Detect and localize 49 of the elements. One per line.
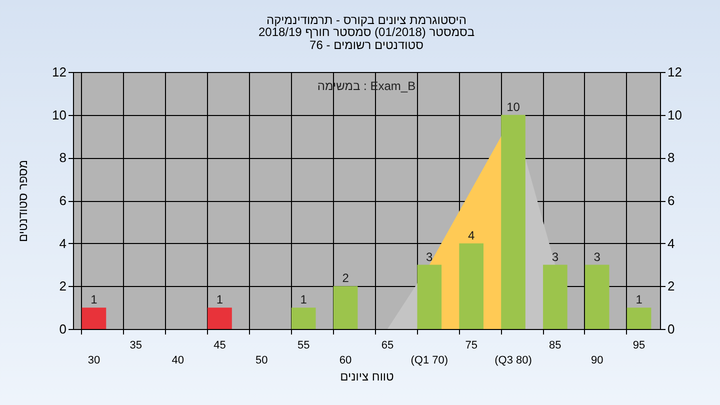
x-tick-label: 60: [339, 354, 352, 366]
y-tick-label: 8: [59, 150, 66, 166]
y-axis-title: מספר סטודנטים: [16, 160, 30, 242]
data-label: 1: [90, 292, 98, 307]
y2-tick-label: 2: [668, 278, 675, 294]
x-tick-label: 35: [130, 340, 142, 352]
chart-subtitle: בסמסטר (01/2018) סמסטר חורף 2018/19 סטודנטים רשומים - 76: [258, 25, 475, 52]
x-tick-label: 45: [214, 340, 226, 352]
data-label: 3: [426, 250, 434, 264]
x-tick-label: 50: [256, 354, 268, 366]
x-tick-label: 65: [381, 340, 394, 352]
y2-tick-label: 8: [668, 150, 675, 166]
bar: [333, 286, 358, 329]
y-tick-label: 0: [59, 322, 66, 336]
data-label: 3: [594, 250, 601, 264]
data-label: 3: [552, 250, 559, 264]
x-tick-label: (Q3 80): [494, 354, 532, 366]
data-label: 2: [342, 271, 350, 286]
y2-tick-label: 12: [668, 64, 682, 80]
y2-tick-label: 6: [668, 193, 675, 208]
x-axis-title: טווח ציונים: [340, 370, 394, 384]
data-label: 1: [636, 292, 643, 307]
bar: [208, 308, 232, 329]
chart-title: היסטוגרמת ציונים בקורס - תרמודינמיקה: [266, 13, 466, 27]
y-tick-label: 6: [59, 193, 66, 208]
y-tick-label: 12: [52, 64, 66, 80]
bar: [459, 243, 484, 329]
x-tick-label: 55: [297, 340, 310, 352]
x-tick-label: 95: [632, 340, 646, 352]
x-tick-label: 30: [88, 354, 100, 366]
bar: [626, 308, 652, 329]
data-label: 4: [468, 228, 475, 242]
bar: [584, 264, 610, 329]
data-label: 1: [300, 292, 308, 307]
x-tick-label: (Q1 70): [410, 354, 448, 366]
y-tick-label: 10: [52, 107, 66, 122]
y2-tick-label: 10: [668, 107, 682, 122]
y-tick-label: 4: [59, 236, 66, 251]
x-tick-label: 75: [465, 340, 478, 352]
y2-tick-label: 4: [668, 236, 675, 251]
x-tick-label: 90: [590, 354, 604, 366]
bar: [291, 308, 316, 329]
bar: [82, 308, 106, 329]
y2-tick-label: 0: [668, 322, 675, 336]
data-label: 10: [506, 100, 520, 114]
x-tick-label: 40: [172, 354, 184, 366]
data-label: 1: [216, 292, 224, 307]
x-tick-label: 85: [549, 340, 562, 352]
y-tick-label: 2: [59, 278, 66, 294]
